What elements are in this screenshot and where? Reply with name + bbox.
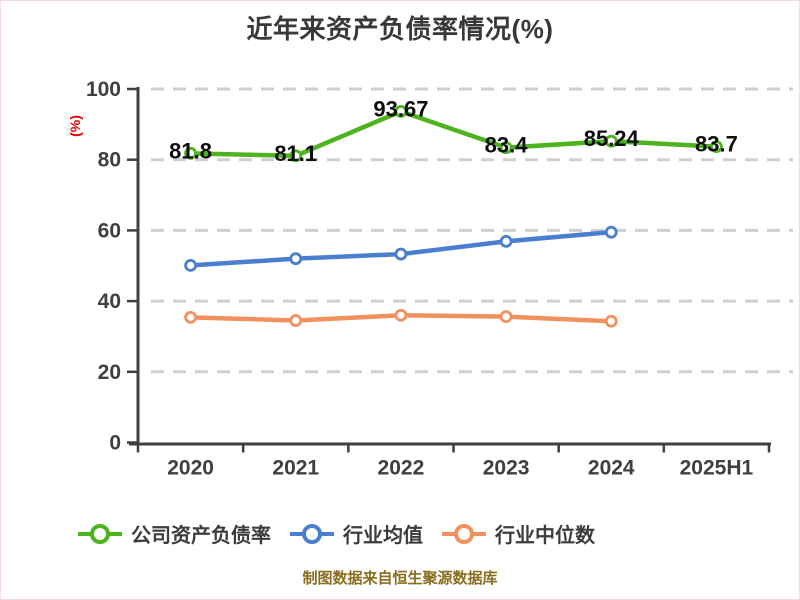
x-tick-label: 2025H1	[680, 457, 754, 480]
y-tick-label: 20	[98, 361, 121, 384]
legend-label: 行业均值	[343, 525, 423, 547]
x-tick-label: 2022	[378, 457, 425, 480]
data-label: 81.8	[169, 138, 212, 163]
legend: 公司资产负债率 行业均值 行业中位数	[1, 519, 799, 548]
legend-label: 行业中位数	[495, 525, 595, 547]
series-line-0	[188, 109, 719, 159]
data-point	[604, 134, 618, 148]
data-point	[394, 308, 408, 322]
data-label: 85.24	[584, 126, 640, 151]
legend-item-industry-average[interactable]: 行业均值	[289, 519, 423, 548]
data-label: 83.4	[485, 133, 529, 158]
legend-marker-icon	[78, 523, 122, 544]
legend-item-company-ratio[interactable]: 公司资产负债率	[77, 519, 271, 548]
y-tick-label: 80	[98, 149, 121, 172]
legend-marker-icon	[290, 523, 334, 544]
data-point	[394, 104, 408, 118]
data-point	[710, 140, 723, 154]
data-label: 93.67	[373, 96, 428, 121]
legend-label: 公司资产负债率	[131, 525, 271, 547]
data-point	[184, 310, 197, 324]
data-label: 83.7	[695, 132, 738, 157]
data-point	[499, 310, 513, 324]
data-point	[184, 146, 197, 160]
data-point	[289, 252, 303, 266]
x-tick-label: 2024	[588, 457, 635, 480]
data-point	[499, 141, 513, 155]
legend-marker-icon	[442, 523, 486, 544]
x-tick-label: 2020	[167, 457, 214, 480]
data-point	[604, 225, 618, 239]
data-source-note: 制图数据来自恒生聚源数据库	[302, 570, 498, 587]
x-tick-label: 2021	[272, 457, 319, 480]
data-point	[184, 258, 197, 272]
data-point	[604, 314, 618, 328]
legend-item-industry-median[interactable]: 行业中位数	[441, 519, 595, 548]
data-point	[289, 149, 303, 163]
y-tick-label: 0	[109, 432, 121, 455]
data-label: 81.1	[274, 141, 317, 166]
x-tick-label: 2023	[483, 457, 530, 480]
y-tick-label: 60	[98, 219, 121, 242]
y-tick-label: 100	[86, 78, 121, 101]
y-tick-label: 40	[98, 290, 121, 313]
data-point	[499, 234, 513, 248]
data-point	[394, 247, 408, 261]
y-axis-unit-label: (%)	[67, 115, 83, 137]
data-point	[289, 314, 303, 327]
chart-title: 近年来资产负债率情况(%)	[246, 14, 554, 44]
